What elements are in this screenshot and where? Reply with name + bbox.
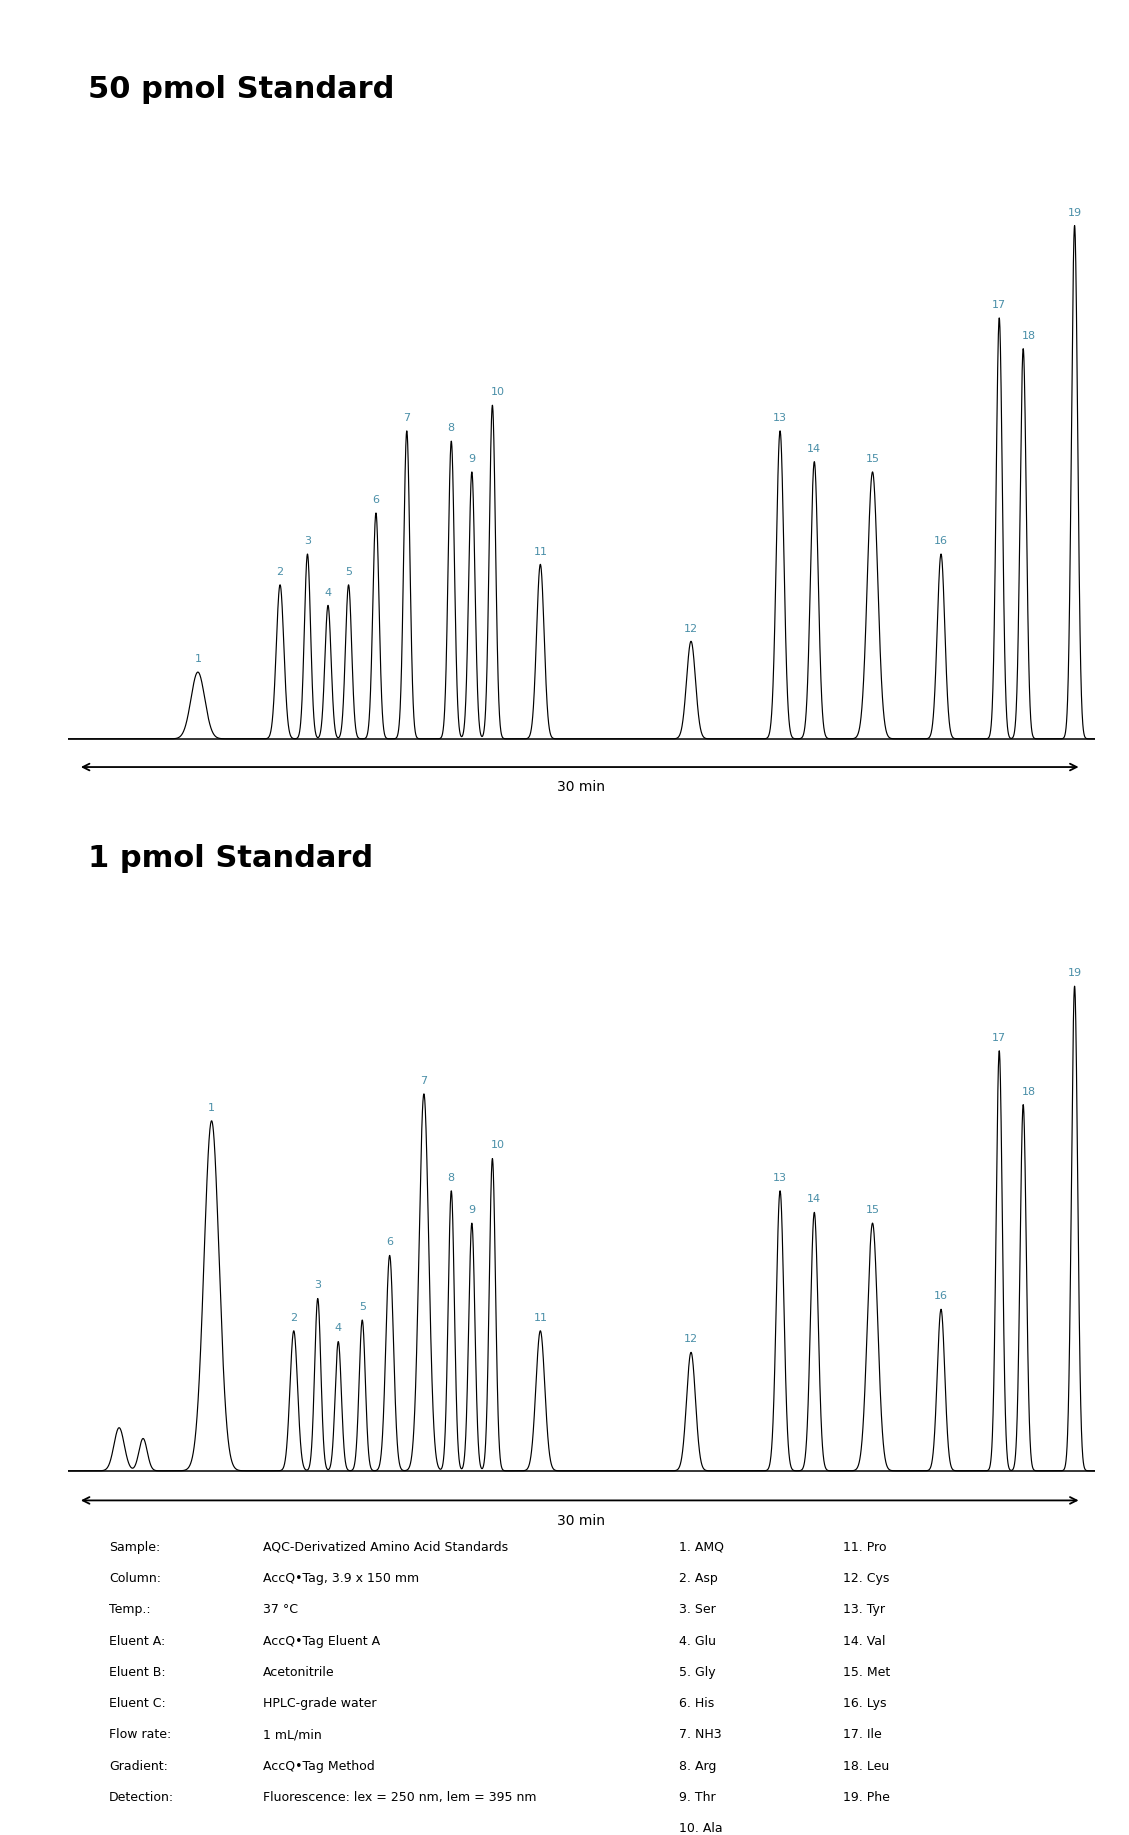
Text: 7: 7 [420, 1075, 428, 1086]
Text: 8: 8 [448, 1173, 455, 1184]
Text: 7: 7 [403, 413, 410, 424]
Text: 15. Met: 15. Met [843, 1666, 891, 1679]
Text: 2: 2 [277, 567, 283, 578]
Text: 16. Lys: 16. Lys [843, 1697, 887, 1710]
Text: 10: 10 [490, 1140, 505, 1151]
Text: Detection:: Detection: [108, 1791, 174, 1804]
Text: 16: 16 [934, 1292, 948, 1301]
Text: 1. AMQ: 1. AMQ [679, 1541, 724, 1554]
Text: 6: 6 [386, 1237, 393, 1248]
Text: 8: 8 [448, 424, 455, 433]
Text: Temp.:: Temp.: [108, 1604, 150, 1617]
Text: 5. Gly: 5. Gly [679, 1666, 716, 1679]
Text: 18. Leu: 18. Leu [843, 1760, 890, 1773]
Text: 11: 11 [533, 547, 548, 556]
Text: AQC-Derivatized Amino Acid Standards: AQC-Derivatized Amino Acid Standards [263, 1541, 508, 1554]
Text: 14: 14 [807, 444, 822, 453]
Text: Flow rate:: Flow rate: [108, 1729, 172, 1741]
Text: Eluent B:: Eluent B: [108, 1666, 166, 1679]
Text: 13. Tyr: 13. Tyr [843, 1604, 885, 1617]
Text: 1: 1 [208, 1103, 216, 1112]
Text: 11: 11 [533, 1312, 548, 1323]
Text: 6: 6 [373, 495, 379, 505]
Text: 4: 4 [334, 1323, 342, 1334]
Text: 2. Asp: 2. Asp [679, 1573, 718, 1585]
Text: 9: 9 [469, 455, 475, 464]
Text: Fluorescence: lex = 250 nm, lem = 395 nm: Fluorescence: lex = 250 nm, lem = 395 nm [263, 1791, 536, 1804]
Text: 16: 16 [934, 536, 948, 547]
Text: 37 °C: 37 °C [263, 1604, 298, 1617]
Text: Gradient:: Gradient: [108, 1760, 168, 1773]
Text: 19. Phe: 19. Phe [843, 1791, 891, 1804]
Text: 17: 17 [992, 1033, 1006, 1042]
Text: 18: 18 [1023, 330, 1036, 341]
Text: 19: 19 [1068, 207, 1082, 218]
Text: Eluent C:: Eluent C: [108, 1697, 166, 1710]
Text: 1 pmol Standard: 1 pmol Standard [88, 844, 374, 873]
Text: 13: 13 [773, 413, 787, 424]
Text: 19: 19 [1068, 969, 1082, 978]
Text: 9: 9 [469, 1206, 475, 1215]
Text: 50 pmol Standard: 50 pmol Standard [88, 75, 395, 105]
Text: 12: 12 [684, 1334, 698, 1345]
Text: 10: 10 [490, 387, 505, 398]
Text: 13: 13 [773, 1173, 787, 1184]
Text: 11. Pro: 11. Pro [843, 1541, 887, 1554]
Text: 3: 3 [314, 1281, 322, 1290]
Text: Column:: Column: [108, 1573, 160, 1585]
Text: 18: 18 [1023, 1086, 1036, 1097]
Text: AccQ•Tag, 3.9 x 150 mm: AccQ•Tag, 3.9 x 150 mm [263, 1573, 419, 1585]
Text: AccQ•Tag Eluent A: AccQ•Tag Eluent A [263, 1635, 380, 1648]
Text: 1 mL/min: 1 mL/min [263, 1729, 322, 1741]
Text: 1: 1 [194, 655, 201, 664]
Text: 8. Arg: 8. Arg [679, 1760, 717, 1773]
Text: 30 min: 30 min [558, 780, 605, 795]
Text: 5: 5 [359, 1303, 366, 1312]
Text: 15: 15 [866, 455, 879, 464]
Text: Acetonitrile: Acetonitrile [263, 1666, 334, 1679]
Text: 7. NH3: 7. NH3 [679, 1729, 721, 1741]
Text: 17: 17 [992, 301, 1006, 310]
Text: 10. Ala: 10. Ala [679, 1822, 723, 1835]
Text: 15: 15 [866, 1206, 879, 1215]
Text: 5: 5 [345, 567, 352, 578]
Text: HPLC-grade water: HPLC-grade water [263, 1697, 376, 1710]
Text: 17. Ile: 17. Ile [843, 1729, 882, 1741]
Text: 3. Ser: 3. Ser [679, 1604, 716, 1617]
Text: 9. Thr: 9. Thr [679, 1791, 716, 1804]
Text: 30 min: 30 min [558, 1514, 605, 1529]
Text: Sample:: Sample: [108, 1541, 160, 1554]
Text: 14. Val: 14. Val [843, 1635, 886, 1648]
Text: 6. His: 6. His [679, 1697, 715, 1710]
Text: Eluent A:: Eluent A: [108, 1635, 165, 1648]
Text: 14: 14 [807, 1195, 822, 1204]
Text: 12: 12 [684, 624, 698, 633]
Text: AccQ•Tag Method: AccQ•Tag Method [263, 1760, 375, 1773]
Text: 2: 2 [290, 1312, 297, 1323]
Text: 4: 4 [324, 587, 332, 598]
Text: 3: 3 [304, 536, 310, 547]
Text: 12. Cys: 12. Cys [843, 1573, 890, 1585]
Text: 4. Glu: 4. Glu [679, 1635, 716, 1648]
